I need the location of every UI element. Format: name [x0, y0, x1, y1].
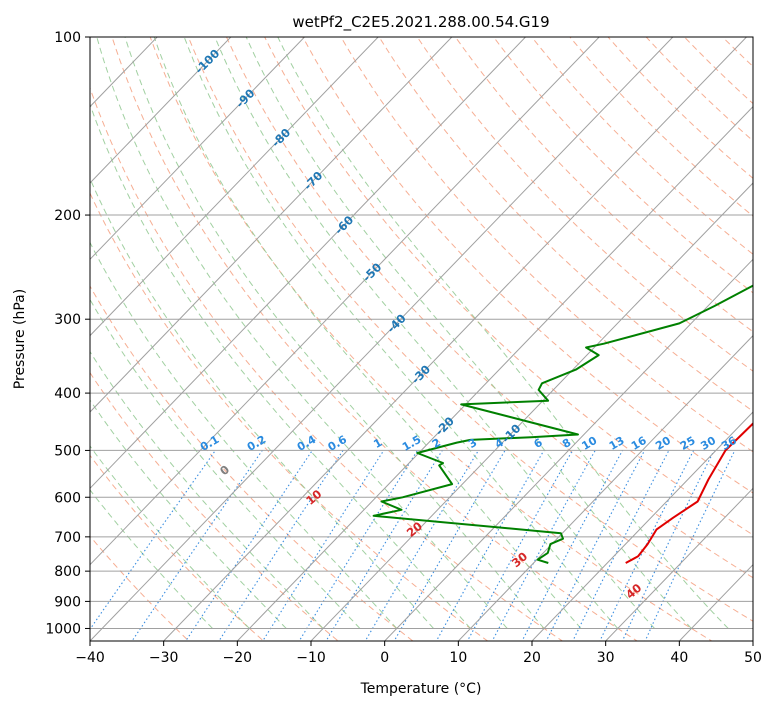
dewpoint-profile-line — [372, 284, 753, 564]
mixing-ratio-line — [572, 450, 670, 641]
mixing-ratio-line — [218, 450, 344, 641]
moist-adiabat-line — [245, 37, 692, 629]
isotherm-line — [383, 258, 753, 641]
isotherm-line — [90, 37, 306, 261]
y-tick-label: 300 — [54, 312, 81, 328]
x-tick-label: 0 — [380, 650, 389, 666]
isotherm-line — [90, 37, 232, 184]
dry-adiabat-line — [302, 37, 753, 494]
mixing-ratio-line — [90, 450, 216, 631]
dry-adiabat-line — [531, 37, 753, 255]
dry-adiabat-line — [225, 37, 753, 579]
mixing-ratio-line — [131, 450, 263, 641]
isotherm-line — [310, 182, 753, 641]
x-tick-label: 10 — [449, 650, 467, 666]
dry-adiabat-line — [90, 454, 265, 641]
dry-adiabat-line — [90, 371, 340, 641]
moist-adiabat-line — [96, 37, 508, 629]
plot-frame — [89, 36, 754, 642]
isotherm-line — [90, 37, 379, 337]
x-tick-label: 40 — [670, 650, 688, 666]
isotherm-line — [604, 487, 753, 641]
y-tick-label: 800 — [54, 564, 81, 580]
x-tick-label: −10 — [296, 650, 326, 666]
y-tick-label: 600 — [54, 490, 81, 506]
dry-adiabat-line — [645, 37, 753, 142]
y-tick-label: 200 — [54, 208, 81, 224]
x-axis-label: Temperature (°C) — [360, 681, 482, 697]
isotherm-line — [90, 37, 600, 566]
isotherm-line — [531, 411, 753, 641]
moist-adiabat-line — [277, 37, 729, 629]
mixing-ratio-line — [644, 450, 736, 641]
dry-adiabat-line — [492, 37, 753, 294]
y-tick-label: 100 — [54, 30, 81, 46]
mixing-ratio-line — [325, 450, 443, 641]
y-tick-label: 900 — [54, 594, 81, 610]
dry-adiabat-line — [607, 37, 753, 179]
isotherm-line — [90, 37, 674, 641]
moist-adiabat-line — [124, 37, 545, 629]
x-tick-label: −30 — [149, 650, 179, 666]
chart-title: wetPf2_C2E5.2021.288.00.54.G19 — [292, 13, 549, 32]
moist-adiabat-line — [183, 37, 619, 629]
mixing-ratio-line — [621, 450, 715, 641]
mixing-ratio-line — [466, 450, 573, 641]
dry-adiabat-line — [187, 37, 753, 622]
mixing-ratio-line — [545, 450, 646, 641]
x-tick-label: −40 — [75, 650, 105, 666]
dry-adiabat-line — [264, 37, 753, 536]
x-axis-ticks: −40 −30 −20 −10 0 10 20 30 40 50 — [75, 641, 762, 666]
y-tick-label: 500 — [54, 443, 81, 459]
y-tick-label: 1000 — [45, 621, 81, 637]
series-lines — [372, 284, 753, 564]
moist-adiabat-line — [90, 241, 398, 629]
background-lines — [90, 37, 753, 641]
isotherm-line — [236, 105, 753, 641]
temperature-profile-line — [625, 422, 753, 564]
mixing-ratio-line — [185, 450, 313, 641]
isotherm-line — [90, 37, 453, 413]
dry-adiabat-line — [569, 37, 753, 217]
dry-adiabat-line — [90, 192, 489, 641]
dry-adiabat-line — [149, 37, 713, 641]
dry-adiabat-line — [340, 37, 753, 453]
x-tick-label: −20 — [223, 650, 253, 666]
moist-adiabat-line — [90, 177, 434, 629]
mixing-ratio-line — [393, 450, 506, 641]
x-tick-label: 20 — [523, 650, 541, 666]
y-tick-label: 400 — [54, 386, 81, 402]
dry-adiabat-line — [90, 86, 564, 641]
moist-adiabat-line — [90, 102, 471, 629]
isotherm-line — [90, 37, 527, 490]
grid-lines — [90, 37, 753, 641]
x-tick-label: 30 — [597, 650, 615, 666]
y-axis-label: Pressure (hPa) — [12, 289, 28, 389]
moist-adiabat-line — [153, 37, 582, 629]
moist-adiabat-line — [214, 37, 655, 629]
mixing-ratio-line — [364, 450, 479, 641]
isotherm-line — [162, 37, 748, 641]
dry-adiabat-line — [378, 37, 753, 412]
dry-adiabat-line — [111, 37, 638, 641]
mixing-ratio-line — [435, 450, 545, 641]
y-axis-ticks: 1000 900 800 700 600 500 400 300 200 100 — [45, 30, 90, 637]
x-tick-label: 50 — [744, 650, 762, 666]
y-tick-label: 700 — [54, 530, 81, 546]
